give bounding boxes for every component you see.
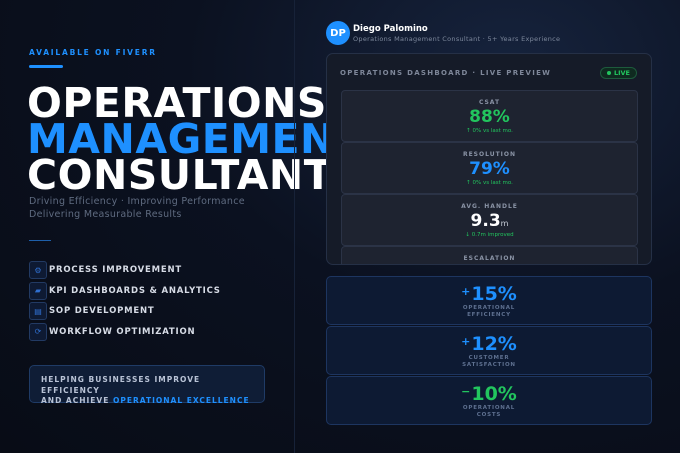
service-item-kpi: ▰ KPI DASHBOARDS & ANALYTICS (29, 281, 221, 302)
kpi-value: +12% (327, 333, 651, 355)
accent-divider (29, 65, 63, 68)
callout-line-2: AND ACHIEVE OPERATIONAL EXCELLENCE (41, 396, 253, 407)
metric-number: 88% (469, 107, 510, 127)
service-label: WORKFLOW OPTIMIZATION (49, 326, 196, 337)
kpi-card-efficiency: +15% OPERATIONAL EFFICIENCY (326, 276, 652, 325)
availability-label: AVAILABLE ON FIVERR (29, 48, 157, 57)
service-label: PROCESS IMPROVEMENT (49, 265, 183, 276)
kpi-card-costs: −10% OPERATIONAL COSTS (326, 376, 652, 425)
metric-value: 88% (342, 107, 637, 127)
profile-role: Operations Management Consultant · 5+ Ye… (353, 34, 561, 43)
metric-label: AVG. HANDLE (461, 203, 518, 210)
service-label: KPI DASHBOARDS & ANALYTICS (49, 285, 221, 296)
kpi-label-line-2: SATISFACTION (462, 361, 516, 368)
chart-icon: ▰ (29, 281, 47, 300)
service-item-workflow: ⟳ WORKFLOW OPTIMIZATION (29, 322, 221, 343)
kpi-number: 15% (471, 283, 517, 305)
headline-line-2: MANAGEMENT (27, 115, 364, 163)
profile-header: DP Diego Palomino Operations Management … (326, 21, 560, 45)
service-label: SOP DEVELOPMENT (49, 306, 155, 317)
metric-card-avg-handle: AVG. HANDLE 9.3m ↓ 0.7m improved (341, 194, 638, 246)
avatar: DP (326, 21, 350, 45)
metric-value: 79% (342, 159, 637, 179)
kpi-label-line-2: EFFICIENCY (467, 311, 511, 318)
dashboard-title: OPERATIONS DASHBOARD · LIVE PREVIEW (340, 69, 552, 77)
document-icon: ▤ (29, 302, 47, 321)
kpi-sign: + (461, 285, 471, 298)
kpi-label-line-1: OPERATIONAL (462, 405, 516, 411)
kpi-label-line-1: CUSTOMER (468, 355, 510, 361)
section-divider (29, 240, 51, 241)
vertical-divider (294, 0, 295, 453)
metric-value: 9.3m (342, 211, 637, 231)
services-list: ⚙ PROCESS IMPROVEMENT ▰ KPI DASHBOARDS &… (29, 260, 221, 342)
headline-line-3: CONSULTANT (27, 151, 333, 199)
metric-label: RESOLUTION (462, 151, 517, 158)
metric-delta: ↓ 0.7m improved (465, 232, 514, 238)
live-badge: LIVE (599, 67, 637, 79)
callout-line-1: HELPING BUSINESSES IMPROVE EFFICIENCY (41, 375, 201, 395)
kpi-label-line-2: COSTS (476, 411, 502, 418)
left-panel: AVAILABLE ON FIVERR OPERATIONS MANAGEMEN… (0, 0, 363, 453)
workflow-icon: ⟳ (29, 322, 47, 341)
callout-highlight: OPERATIONAL EXCELLENCE (112, 396, 250, 405)
service-item-process: ⚙ PROCESS IMPROVEMENT (29, 260, 221, 281)
kpi-label-line-1: OPERATIONAL (462, 305, 516, 311)
subtitle-line-1: Driving Efficiency · Improving Performan… (29, 196, 245, 207)
gear-icon: ⚙ (29, 261, 47, 280)
metric-card-csat: CSAT 88% ↑ 0% vs last mo. (341, 90, 638, 142)
profile-name: Diego Palomino (353, 23, 428, 34)
metric-number: 9.3 (470, 211, 501, 231)
kpi-number: 12% (471, 333, 517, 355)
service-item-sop: ▤ SOP DEVELOPMENT (29, 301, 221, 322)
metric-label: CSAT (478, 99, 501, 106)
value-callout: HELPING BUSINESSES IMPROVE EFFICIENCY AN… (29, 365, 265, 405)
metric-delta: ↑ 0% vs last mo. (466, 128, 513, 134)
kpi-number: 10% (471, 383, 517, 405)
metric-label: ESCALATION (463, 255, 516, 262)
live-dot-icon (606, 71, 611, 75)
metric-delta: ↑ 0% vs last mo. (466, 180, 513, 186)
kpi-card-satisfaction: +12% CUSTOMER SATISFACTION (326, 326, 652, 375)
metric-number: 79% (469, 159, 510, 179)
dashboard-preview: OPERATIONS DASHBOARD · LIVE PREVIEW LIVE… (326, 53, 652, 265)
metric-card-resolution: RESOLUTION 79% ↑ 0% vs last mo. (341, 142, 638, 194)
callout-prefix: AND ACHIEVE (41, 396, 110, 405)
metric-unit: m (500, 219, 509, 228)
kpi-value: +15% (327, 283, 651, 305)
kpi-sign: + (461, 335, 471, 348)
subtitle-line-2: Delivering Measurable Results (29, 209, 182, 220)
live-label: LIVE (613, 69, 630, 77)
headline-line-1: OPERATIONS (27, 79, 327, 127)
metric-card-escalation: ESCALATION (341, 246, 638, 264)
kpi-value: −10% (327, 383, 651, 405)
kpi-sign: − (461, 385, 471, 398)
